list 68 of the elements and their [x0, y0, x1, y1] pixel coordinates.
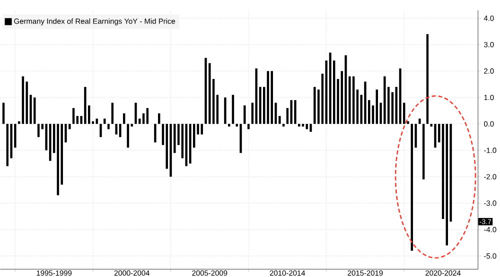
bar — [290, 100, 292, 124]
bar — [84, 87, 86, 124]
bar — [60, 124, 63, 185]
bar — [310, 124, 312, 132]
bar — [146, 108, 149, 124]
bar — [18, 121, 20, 124]
bar — [2, 102, 5, 124]
bar — [104, 118, 106, 124]
bar — [92, 121, 94, 124]
bar — [115, 124, 118, 135]
bar — [177, 124, 180, 146]
bar — [224, 98, 226, 124]
bar — [317, 90, 320, 124]
bar — [134, 102, 137, 124]
bar — [240, 124, 242, 154]
bar — [111, 102, 114, 124]
bar — [410, 124, 413, 251]
bar — [442, 124, 444, 220]
bar — [158, 113, 160, 124]
bar — [185, 124, 188, 166]
bar — [142, 113, 145, 124]
bar — [266, 71, 270, 124]
bar — [154, 124, 156, 143]
bar — [255, 68, 258, 124]
bar — [329, 52, 332, 124]
bar — [119, 124, 122, 138]
bar — [446, 124, 448, 246]
bar — [126, 124, 130, 148]
bar — [200, 124, 203, 135]
bar — [336, 79, 340, 124]
bar — [189, 124, 192, 164]
bar — [426, 34, 429, 124]
bar — [96, 118, 98, 124]
bar — [356, 90, 359, 124]
bar — [204, 58, 207, 124]
bar — [422, 124, 425, 180]
bar — [22, 76, 24, 124]
bar — [170, 124, 172, 177]
bar — [406, 121, 410, 124]
bar — [6, 124, 9, 166]
bar — [56, 124, 60, 196]
bar — [372, 106, 374, 124]
bar — [196, 124, 200, 135]
bar — [294, 100, 296, 124]
bar — [376, 90, 378, 124]
bar — [263, 87, 266, 124]
bar — [434, 124, 436, 148]
bar — [352, 76, 355, 124]
bar — [364, 82, 366, 124]
bar — [26, 82, 28, 124]
bar — [399, 68, 402, 124]
bar — [244, 106, 246, 124]
bar — [100, 124, 102, 138]
bar — [37, 124, 40, 138]
bar — [212, 79, 215, 124]
bar — [49, 124, 52, 162]
bar — [122, 113, 126, 124]
bar — [162, 124, 164, 146]
bar — [314, 87, 316, 124]
bar — [344, 55, 347, 124]
bar — [34, 98, 36, 124]
bar — [270, 71, 273, 124]
bar — [216, 94, 219, 124]
bar — [72, 108, 75, 124]
bar — [384, 76, 386, 124]
bar — [232, 94, 234, 124]
bar — [418, 118, 421, 124]
bar — [76, 116, 79, 124]
